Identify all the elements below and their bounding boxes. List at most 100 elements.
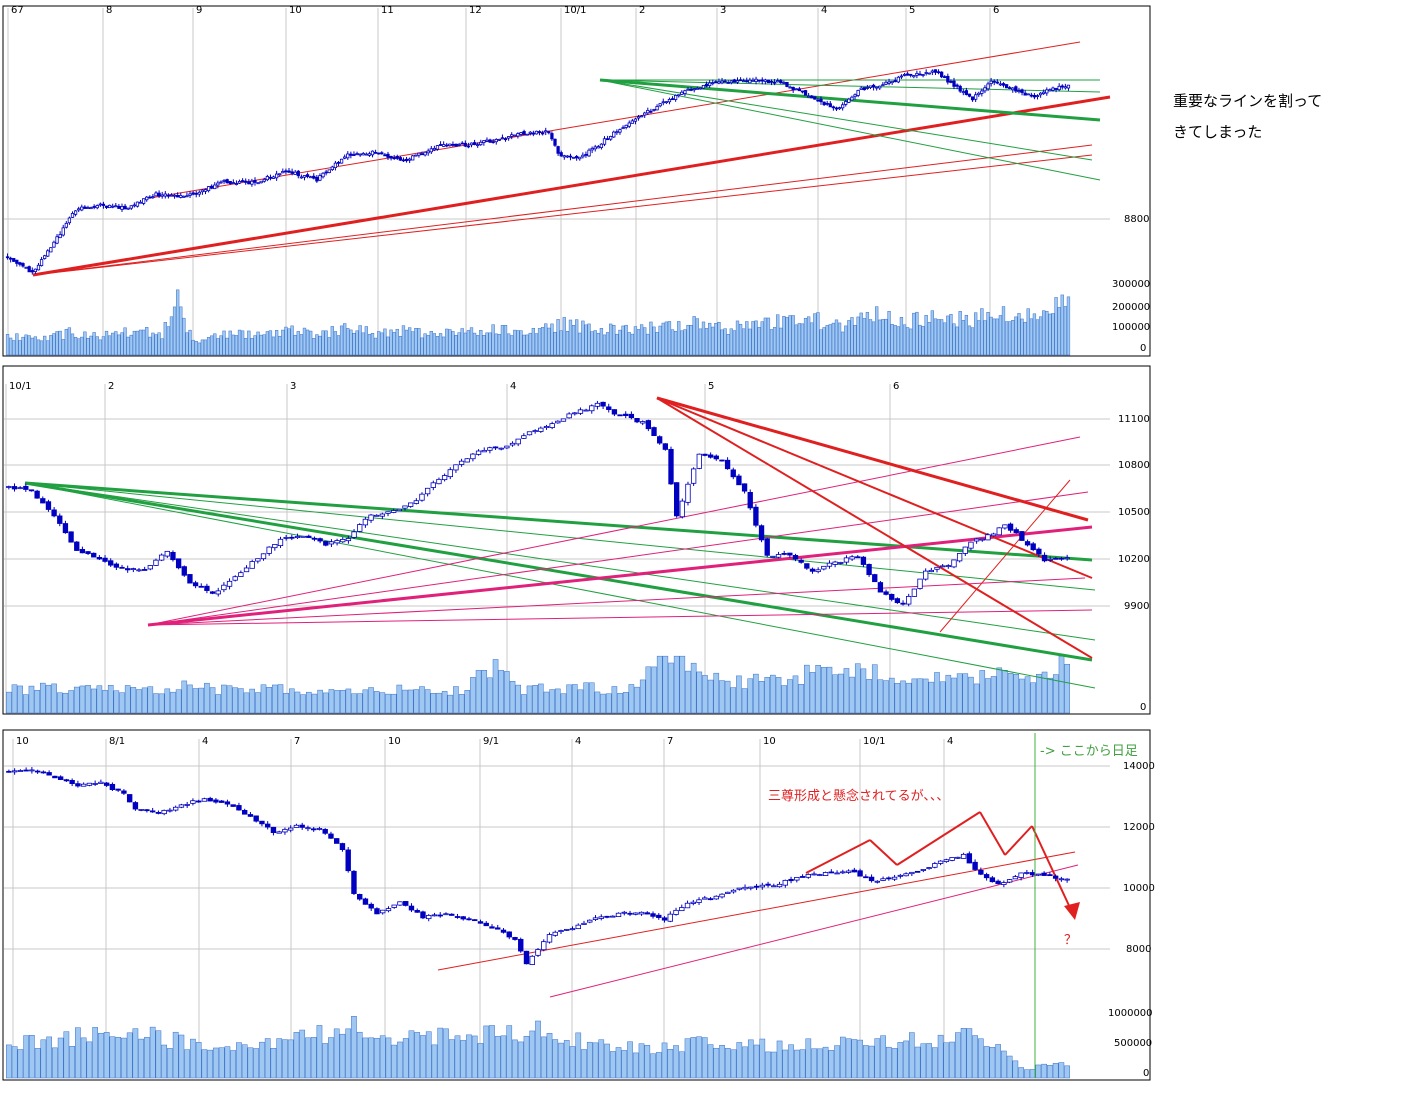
volume-bar <box>356 1031 363 1079</box>
volume-bar <box>176 289 180 356</box>
candle <box>17 770 24 772</box>
candle <box>667 913 673 922</box>
volume-bar <box>469 327 474 356</box>
volume-bar <box>460 328 464 356</box>
candle <box>1023 92 1027 96</box>
volume-bar <box>751 321 755 356</box>
trend-line <box>979 811 1006 856</box>
candle <box>837 107 842 110</box>
candle <box>253 179 257 183</box>
volume-bar <box>144 1037 150 1079</box>
volume-bar <box>924 315 928 356</box>
volume-bar <box>339 325 344 356</box>
candle <box>636 116 641 119</box>
volume-bar <box>600 693 606 714</box>
x-tick-label: 67 <box>11 5 24 16</box>
candle <box>650 913 656 917</box>
candle <box>283 537 289 539</box>
volume-bar <box>36 339 41 356</box>
volume-bar <box>276 1038 283 1079</box>
volume-bar <box>430 693 437 714</box>
candle <box>154 192 158 197</box>
candle <box>389 155 393 159</box>
volume-bar <box>431 1044 438 1079</box>
candle <box>148 196 152 199</box>
candle <box>1047 558 1053 561</box>
volume-bar <box>377 331 381 356</box>
volume-bar <box>447 694 454 714</box>
volume-bar <box>247 1047 254 1079</box>
volume-bar <box>704 328 709 356</box>
volume-bar <box>753 673 759 714</box>
volume-bar <box>905 682 912 714</box>
volume-bar <box>164 688 171 714</box>
volume-bar <box>782 1049 789 1079</box>
candle <box>782 879 789 886</box>
candle <box>658 103 662 107</box>
volume-bar <box>358 325 362 356</box>
candle <box>967 93 972 97</box>
candle <box>692 88 696 91</box>
y-tick-label: 10500 <box>1118 507 1150 518</box>
volume-bar <box>803 317 808 356</box>
candle <box>736 887 742 890</box>
candle <box>445 144 449 147</box>
candle <box>352 154 356 156</box>
volume-bar <box>89 335 93 356</box>
candle <box>249 561 255 569</box>
candle <box>52 775 58 779</box>
candle <box>874 880 881 883</box>
candle <box>367 153 372 156</box>
candle <box>489 926 495 929</box>
candle <box>492 446 499 449</box>
candle <box>385 511 391 514</box>
volume-bar <box>200 339 205 356</box>
x-tick-label: 7 <box>294 736 300 747</box>
candle <box>934 566 940 570</box>
candle <box>985 534 991 541</box>
volume-bar <box>236 1042 242 1079</box>
candle <box>973 538 980 542</box>
volume-bar <box>853 325 857 356</box>
candle <box>46 250 50 257</box>
candle <box>1001 882 1007 885</box>
volume-bar <box>841 331 845 356</box>
trend-line <box>599 79 1101 181</box>
volume-bar <box>1047 677 1053 714</box>
x-tick-label: 10/1 <box>564 5 586 16</box>
volume-bar <box>322 692 329 714</box>
volume-bar <box>583 682 589 714</box>
volume-bar <box>336 335 341 356</box>
volume-bar <box>989 1047 996 1079</box>
volume-bar <box>492 659 499 714</box>
volume-bar <box>126 336 130 356</box>
volume-bar <box>884 318 888 356</box>
volume-bar <box>243 692 250 714</box>
candle <box>144 809 150 812</box>
candle <box>577 409 584 414</box>
volume-bar <box>86 1041 93 1079</box>
volume-bar <box>598 1039 605 1079</box>
volume-bar <box>926 1043 932 1079</box>
candle <box>125 568 131 571</box>
x-tick-label: 4 <box>575 736 581 747</box>
volume-bar <box>509 680 516 714</box>
volume-bar <box>891 1048 898 1079</box>
candle <box>222 179 226 182</box>
volume-bar <box>443 1028 449 1079</box>
candle <box>896 76 900 83</box>
volume-bar <box>664 321 669 356</box>
candle <box>568 155 573 158</box>
volume-bar <box>563 1040 570 1079</box>
candle <box>760 79 764 82</box>
candle <box>15 259 19 264</box>
volume-bar <box>871 321 876 356</box>
x-tick-label: 12 <box>469 5 482 16</box>
candle <box>328 541 335 545</box>
candle <box>543 426 550 429</box>
candle <box>98 781 104 784</box>
volume-bar <box>811 1048 817 1079</box>
volume-bar <box>491 324 495 356</box>
candle <box>191 192 195 195</box>
candle <box>797 88 801 92</box>
